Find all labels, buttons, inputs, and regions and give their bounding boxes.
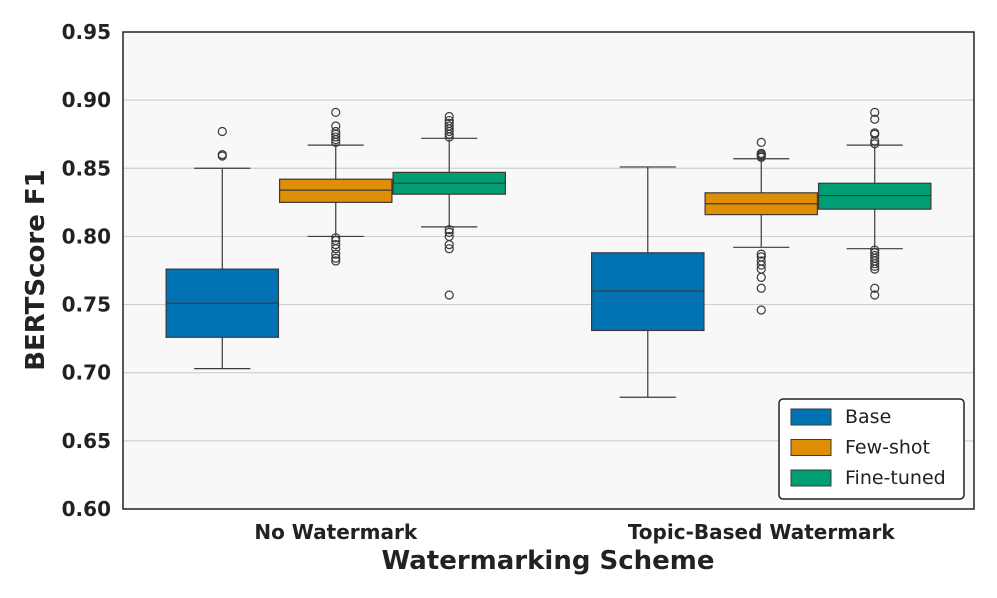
legend-label: Few-shot <box>845 437 930 459</box>
outlier-point <box>756 252 766 262</box>
outlier-point <box>444 121 454 131</box>
outlier-point <box>444 244 454 254</box>
outlier-point <box>331 233 341 243</box>
outlier-point <box>870 139 880 149</box>
y-axis-ticks: 0.60 0.65 0.70 0.75 0.80 0.85 0.90 0.95 <box>62 20 111 521</box>
y-tick-label: 0.70 <box>62 361 111 385</box>
x-category-label: No Watermark <box>254 520 417 544</box>
plot-frame <box>122 31 975 510</box>
outlier-point <box>870 114 880 124</box>
box-few-shot-0 <box>278 107 393 266</box>
y-tick-label: 0.80 <box>62 224 111 248</box>
legend-swatch <box>790 469 832 487</box>
outlier-point <box>870 283 880 293</box>
outlier-point <box>870 128 880 138</box>
y-tick-label: 0.75 <box>62 293 111 317</box>
y-axis-title: BERTScore F1 <box>21 169 51 371</box>
outlier-point <box>870 250 880 261</box>
legend-swatch <box>790 439 832 456</box>
outlier-point <box>756 137 766 147</box>
x-category-label: Topic-Based Watermark <box>628 520 896 544</box>
outlier-point <box>444 118 454 128</box>
legend-label: Base <box>845 406 891 428</box>
outlier-point <box>870 290 880 300</box>
box-series <box>165 107 932 398</box>
outlier-point <box>217 126 227 137</box>
outlier-point <box>444 290 454 300</box>
outlier-point <box>217 150 227 160</box>
y-tick-label: 0.90 <box>62 88 111 112</box>
legend-label: Fine-tuned <box>845 467 946 489</box>
outlier-point <box>331 121 341 131</box>
legend-swatch <box>790 408 832 426</box>
outlier-point <box>444 115 454 126</box>
outlier-point <box>331 132 341 142</box>
box-body <box>817 182 932 210</box>
outlier-point <box>331 240 341 250</box>
outlier-point <box>444 231 454 242</box>
outlier-point <box>331 126 341 137</box>
outlier-point <box>331 235 341 246</box>
box-body <box>278 178 393 203</box>
y-tick-label: 0.60 <box>62 497 111 521</box>
box-few-shot-1 <box>704 137 819 315</box>
box-fine-tuned-0 <box>392 111 506 300</box>
box-fine-tuned-1 <box>817 107 932 300</box>
outlier-point <box>331 253 341 263</box>
box-base-0 <box>165 126 280 370</box>
x-axis-categories: No Watermark Topic-Based Watermark <box>254 520 895 544</box>
box-base-1 <box>591 166 705 398</box>
y-tick-label: 0.65 <box>62 429 111 453</box>
outlier-point <box>756 148 766 158</box>
outlier-point <box>756 305 766 315</box>
outlier-point <box>331 249 341 259</box>
outlier-point <box>756 249 766 259</box>
outlier-point <box>870 245 880 255</box>
outlier-point <box>870 248 880 258</box>
y-tick-label: 0.85 <box>62 156 111 180</box>
y-tick-label: 0.95 <box>62 20 111 44</box>
outlier-point <box>331 107 341 118</box>
outlier-point <box>331 256 341 266</box>
outlier-point <box>870 107 880 118</box>
outlier-point <box>756 256 766 266</box>
legend: Base Few-shot Fine-tuned <box>778 398 965 500</box>
box-body <box>591 252 705 332</box>
x-axis-title: Watermarking Scheme <box>381 546 714 576</box>
outlier-point <box>444 111 454 122</box>
outlier-point <box>756 283 766 293</box>
outlier-point <box>444 225 454 235</box>
outlier-point <box>444 227 454 237</box>
